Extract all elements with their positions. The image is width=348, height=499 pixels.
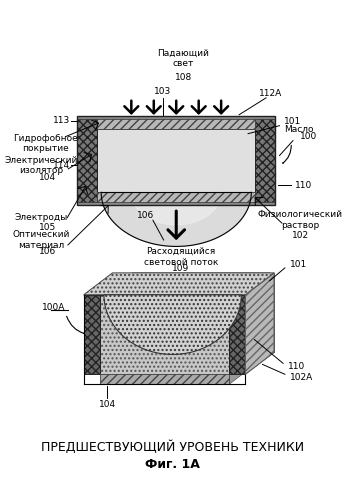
FancyArrowPatch shape xyxy=(66,316,84,334)
Text: 114: 114 xyxy=(53,161,70,170)
Text: 100A: 100A xyxy=(42,303,66,312)
Text: 101: 101 xyxy=(284,117,301,126)
Text: 112A: 112A xyxy=(259,89,282,98)
Text: Падающий
свет: Падающий свет xyxy=(158,48,209,68)
Bar xyxy=(78,116,275,205)
Bar xyxy=(100,295,229,374)
Bar xyxy=(78,202,275,205)
Polygon shape xyxy=(245,273,274,374)
Text: Фиг. 1А: Фиг. 1А xyxy=(145,458,200,471)
Polygon shape xyxy=(229,352,258,384)
Text: Расходящийся
световой поток: Расходящийся световой поток xyxy=(143,248,218,266)
Text: Масло: Масло xyxy=(284,125,314,134)
Text: ПРЕДШЕСТВУЮЩИЙ УРОВЕНЬ ТЕХНИКИ: ПРЕДШЕСТВУЮЩИЙ УРОВЕНЬ ТЕХНИКИ xyxy=(41,440,304,454)
Text: 106: 106 xyxy=(39,248,56,256)
Text: 102: 102 xyxy=(292,231,309,240)
Text: 103: 103 xyxy=(154,87,171,96)
Text: Электроды: Электроды xyxy=(15,213,68,222)
Text: 101: 101 xyxy=(290,260,308,269)
Bar xyxy=(97,192,255,205)
Text: 110: 110 xyxy=(295,181,312,190)
Polygon shape xyxy=(84,273,274,295)
Text: Гидрофобное
покрытие: Гидрофобное покрытие xyxy=(13,134,78,153)
Text: 106: 106 xyxy=(137,211,154,220)
FancyArrowPatch shape xyxy=(283,145,291,163)
Bar xyxy=(97,116,255,129)
Bar xyxy=(84,295,100,374)
Text: 108: 108 xyxy=(175,73,192,82)
Polygon shape xyxy=(112,273,274,352)
Text: 109: 109 xyxy=(172,264,189,273)
Text: 104: 104 xyxy=(98,400,116,409)
Polygon shape xyxy=(104,295,242,354)
Bar xyxy=(100,374,229,384)
Polygon shape xyxy=(129,352,258,362)
Polygon shape xyxy=(133,273,270,332)
Text: Оптический
материал: Оптический материал xyxy=(13,231,70,250)
Bar xyxy=(78,116,97,205)
Bar xyxy=(78,116,275,119)
Text: Физиологический
раствор: Физиологический раствор xyxy=(258,211,343,230)
Bar xyxy=(229,295,245,374)
Text: 104: 104 xyxy=(39,173,56,182)
Bar xyxy=(255,116,275,205)
Text: 105: 105 xyxy=(39,223,56,232)
Text: 113: 113 xyxy=(53,116,70,125)
Text: Электрический
изолятор: Электрический изолятор xyxy=(5,156,78,175)
Text: 100: 100 xyxy=(300,132,317,141)
Bar xyxy=(97,129,255,192)
Text: 110: 110 xyxy=(287,362,305,371)
Polygon shape xyxy=(131,192,221,225)
Polygon shape xyxy=(101,192,251,247)
Text: 102A: 102A xyxy=(290,373,314,382)
